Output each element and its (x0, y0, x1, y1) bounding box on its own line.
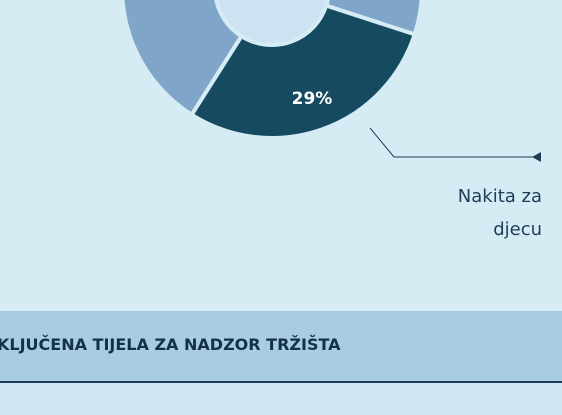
category-label: Nakita za djecu (457, 186, 542, 240)
section-banner: KLJUČENA TIJELA ZA NADZOR TRŽIŠTA (0, 311, 562, 383)
donut-segment (188, 3, 418, 140)
section-body (0, 383, 562, 415)
data-label: 29% (292, 89, 333, 109)
banner-title: KLJUČENA TIJELA ZA NADZOR TRŽIŠTA (0, 335, 341, 354)
leader-line (369, 127, 536, 158)
donut-segment (120, 0, 245, 118)
donut-hole (218, 0, 326, 43)
donut-segment (323, 0, 424, 37)
leader-arrow (532, 152, 541, 162)
